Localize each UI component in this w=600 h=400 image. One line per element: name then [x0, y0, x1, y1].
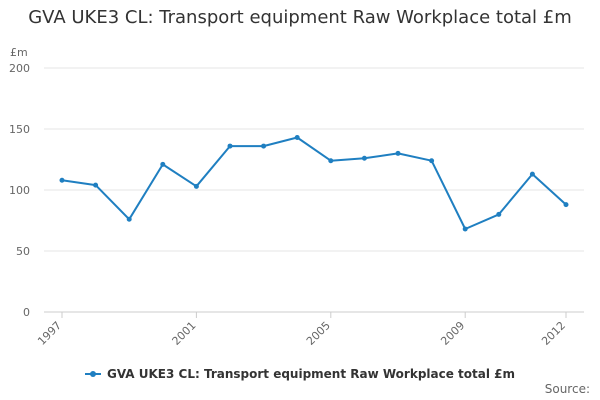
data-point[interactable] — [529, 171, 535, 177]
x-tick-label: 2012 — [539, 319, 568, 348]
y-axis-ticks: 0 50 100 150 200 — [9, 62, 30, 319]
y-tick-label: 150 — [9, 123, 30, 136]
chart-title: GVA UKE3 CL: Transport equipment Raw Wor… — [28, 7, 572, 28]
y-tick-label: 50 — [16, 245, 30, 258]
data-point[interactable] — [429, 158, 435, 164]
data-point[interactable] — [395, 150, 401, 156]
series-line — [61, 136, 567, 230]
data-point[interactable] — [361, 155, 367, 161]
legend-item[interactable]: GVA UKE3 CL: Transport equipment Raw Wor… — [84, 367, 516, 381]
x-tick-label: 2001 — [170, 319, 199, 348]
x-tick-label: 2005 — [304, 319, 333, 348]
data-point[interactable] — [126, 216, 132, 222]
source-label: Source: — [544, 382, 590, 396]
legend-label: GVA UKE3 CL: Transport equipment Raw Wor… — [106, 367, 516, 381]
data-point[interactable] — [563, 202, 569, 208]
y-tick-label: 100 — [9, 184, 30, 197]
y-tick-label: 0 — [23, 306, 30, 319]
gridlines — [44, 67, 584, 313]
x-axis-ticks: 1997 2001 2005 2009 2012 — [35, 312, 568, 348]
legend-swatch-icon — [84, 371, 101, 377]
data-point[interactable] — [193, 183, 199, 189]
y-tick-label: 200 — [9, 62, 30, 75]
data-point[interactable] — [93, 182, 99, 188]
legend[interactable]: GVA UKE3 CL: Transport equipment Raw Wor… — [0, 364, 600, 381]
x-tick-label: 2009 — [438, 319, 467, 348]
data-point[interactable] — [294, 135, 300, 141]
data-point[interactable] — [462, 226, 468, 232]
series-layer — [59, 135, 569, 232]
data-point[interactable] — [160, 161, 166, 167]
data-point[interactable] — [496, 211, 502, 217]
data-point[interactable] — [261, 143, 267, 149]
y-axis-label: £m — [10, 46, 28, 59]
data-point[interactable] — [328, 158, 334, 164]
data-point[interactable] — [59, 177, 65, 183]
data-point[interactable] — [227, 143, 233, 149]
x-tick-label: 1997 — [35, 319, 64, 348]
